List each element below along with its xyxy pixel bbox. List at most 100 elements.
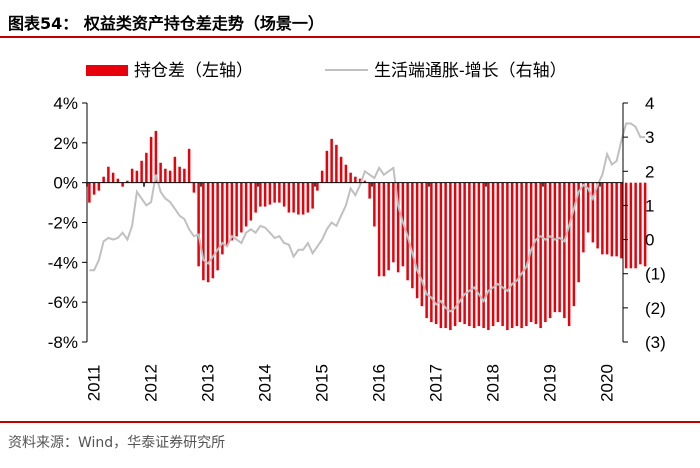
bar bbox=[406, 182, 409, 281]
bar bbox=[164, 168, 167, 183]
bar bbox=[601, 182, 604, 255]
left-axis-tick-label: -6% bbox=[48, 293, 78, 312]
bar bbox=[149, 136, 153, 183]
bar bbox=[154, 130, 158, 183]
bar bbox=[311, 182, 314, 209]
bar bbox=[525, 182, 528, 327]
x-axis-tick-label: 2018 bbox=[484, 364, 503, 402]
bar bbox=[292, 182, 295, 213]
bar bbox=[330, 138, 333, 183]
bar bbox=[506, 182, 509, 331]
right-axis-tick-label: 3 bbox=[645, 128, 654, 147]
bar bbox=[221, 182, 224, 255]
bar bbox=[354, 176, 357, 183]
bar bbox=[344, 164, 348, 183]
bar bbox=[230, 182, 234, 241]
bar bbox=[553, 182, 557, 313]
bar bbox=[643, 182, 647, 267]
bar bbox=[439, 182, 443, 329]
right-axis-tick-label: (3) bbox=[645, 333, 666, 352]
bar bbox=[187, 148, 191, 183]
bar bbox=[425, 182, 428, 319]
bar bbox=[273, 182, 276, 203]
bar bbox=[140, 160, 143, 183]
bar bbox=[558, 182, 561, 313]
bar bbox=[415, 182, 419, 299]
bar bbox=[235, 182, 238, 237]
legend: 持仓差（左轴） 生活端通胀-增长（右轴） bbox=[86, 61, 567, 80]
bar bbox=[358, 178, 362, 183]
bar bbox=[472, 182, 476, 329]
bar bbox=[363, 180, 367, 183]
bar bbox=[349, 172, 352, 183]
bar bbox=[135, 170, 139, 183]
right-axis-tick-label: 2 bbox=[645, 162, 654, 181]
bar bbox=[301, 182, 305, 215]
bar bbox=[297, 182, 300, 215]
bar bbox=[411, 182, 414, 289]
bar bbox=[263, 182, 267, 207]
bar bbox=[392, 182, 395, 263]
bar bbox=[192, 182, 196, 193]
bar bbox=[420, 182, 424, 307]
bar bbox=[444, 182, 447, 329]
bar bbox=[107, 166, 110, 183]
bar bbox=[620, 182, 623, 259]
bar bbox=[563, 182, 566, 319]
bar bbox=[582, 182, 585, 253]
bar bbox=[515, 182, 519, 327]
bar bbox=[610, 182, 614, 257]
bar bbox=[102, 176, 105, 183]
bar bbox=[159, 162, 162, 183]
bar bbox=[373, 182, 376, 227]
bar bbox=[634, 182, 637, 269]
legend-bar-swatch bbox=[86, 65, 128, 76]
bar bbox=[572, 182, 576, 307]
bar bbox=[339, 156, 343, 183]
x-axis-tick-label: 2019 bbox=[541, 364, 560, 402]
bar bbox=[434, 182, 438, 325]
bar bbox=[577, 182, 580, 283]
x-axis-tick-label: 2012 bbox=[142, 364, 161, 402]
right-axis-tick-label: 4 bbox=[645, 94, 654, 113]
bar bbox=[197, 182, 200, 267]
bar bbox=[254, 182, 257, 213]
left-axis-tick-label: -4% bbox=[48, 253, 78, 272]
bar bbox=[320, 170, 324, 183]
bar bbox=[92, 182, 96, 195]
bar bbox=[510, 182, 514, 329]
left-axis-tick-label: 4% bbox=[53, 94, 78, 113]
bar bbox=[368, 182, 371, 199]
bar bbox=[615, 182, 618, 257]
bar bbox=[534, 182, 538, 325]
bar bbox=[244, 182, 248, 227]
legend-line-label: 生活端通胀-增长（右轴） bbox=[374, 61, 567, 80]
bar bbox=[591, 182, 595, 243]
right-axis-tick-label: (2) bbox=[645, 299, 666, 318]
bar bbox=[316, 182, 319, 191]
bar bbox=[259, 182, 262, 207]
bar bbox=[202, 182, 205, 281]
bar bbox=[496, 182, 500, 323]
bar bbox=[206, 182, 210, 283]
bar bbox=[121, 182, 124, 187]
bar bbox=[463, 182, 466, 325]
bar bbox=[225, 182, 229, 247]
bar bbox=[249, 182, 253, 221]
bar bbox=[173, 156, 177, 183]
bar bbox=[453, 182, 457, 327]
x-axis-tick-label: 2020 bbox=[598, 364, 617, 402]
bar bbox=[477, 182, 481, 327]
left-axis-tick-label: 0% bbox=[53, 174, 78, 193]
bar bbox=[183, 168, 186, 183]
bar bbox=[382, 182, 386, 277]
bar bbox=[88, 182, 91, 203]
bar bbox=[586, 182, 590, 233]
bar bbox=[116, 178, 120, 183]
figure-title: 图表54： 权益类资产持仓差走势（场景一） bbox=[8, 14, 324, 33]
left-axis-tick-label: -8% bbox=[48, 333, 78, 352]
bar bbox=[377, 182, 381, 277]
top-rule bbox=[0, 36, 700, 38]
bar bbox=[335, 144, 338, 183]
